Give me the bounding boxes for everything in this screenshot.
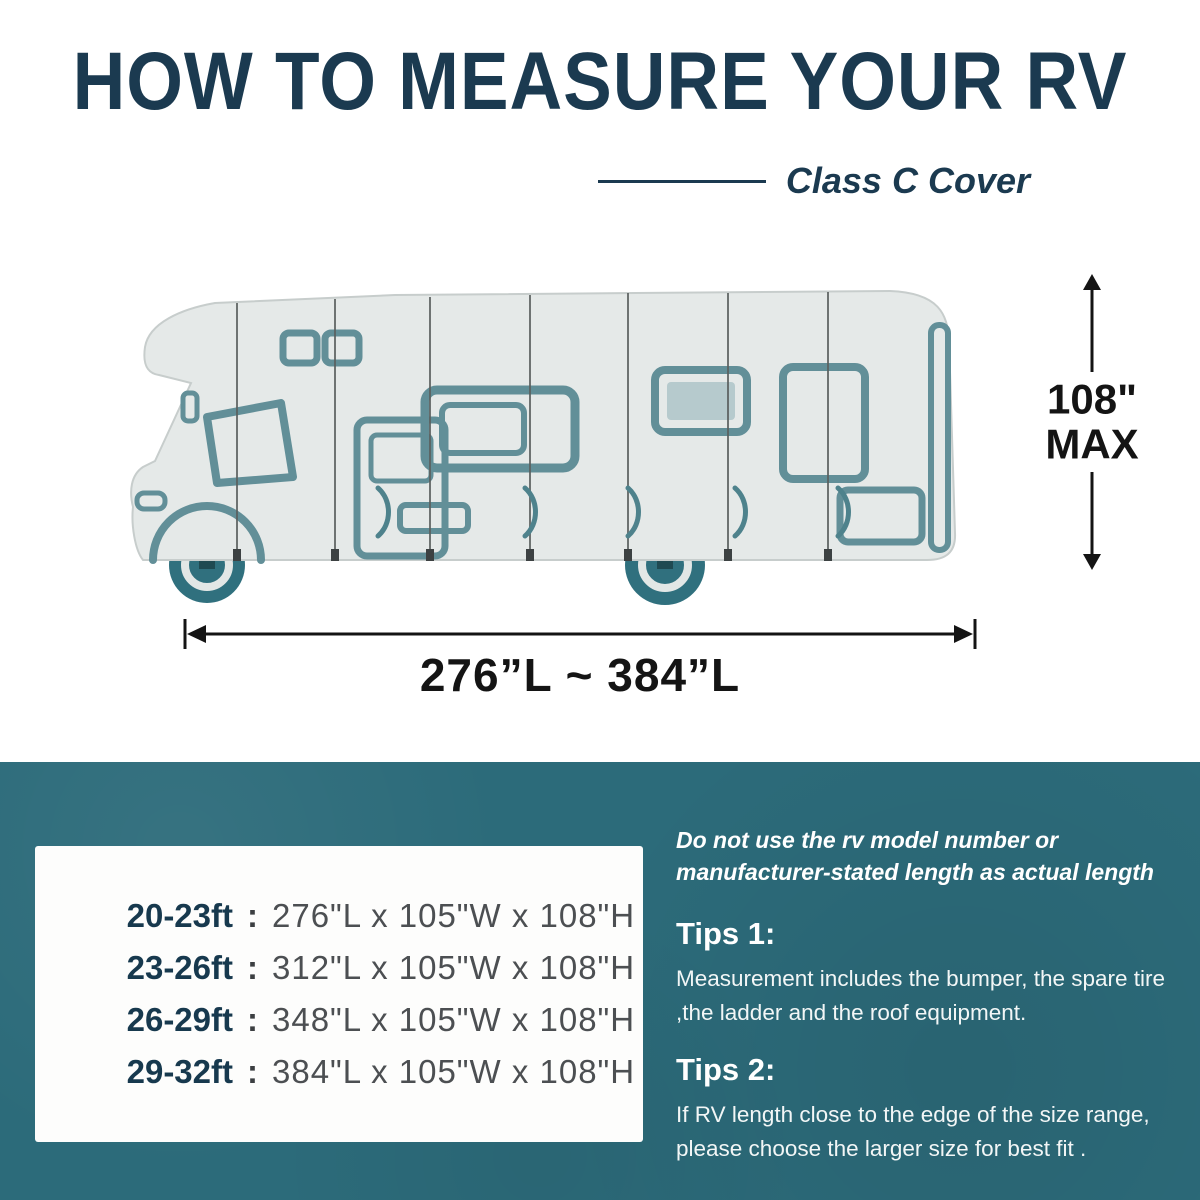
rv-cover-illustration: [130, 289, 957, 605]
subtitle-rule-line: [597, 179, 766, 183]
rear-compartment: [836, 486, 926, 546]
side-window-large-pane: [439, 402, 527, 456]
length-arrow-graphic: [183, 619, 977, 649]
size-row: 26-29ft : 348"L x 105"W x 108"H: [83, 1001, 643, 1039]
subtitle-row: Class C Cover: [597, 160, 1030, 202]
seam-buckles: [233, 549, 832, 561]
size-range-label: 26-29ft: [126, 1001, 233, 1038]
size-row: 29-32ft : 384"L x 105"W x 108"H: [83, 1053, 643, 1091]
side-window-large: [420, 385, 580, 473]
size-card: 20-23ft : 276"L x 105"W x 108"H 23-26ft …: [35, 846, 643, 1142]
size-colon: :: [247, 1001, 258, 1038]
height-label: 108" MAX: [1032, 375, 1152, 468]
side-mirror: [180, 390, 200, 424]
tip1-title: Tips 1:: [676, 916, 776, 952]
headlight: [134, 490, 168, 512]
size-range-label: 29-32ft: [126, 1053, 233, 1090]
tips-column: Do not use the rv model number or manufa…: [676, 824, 1168, 1165]
utility-box: [397, 502, 471, 534]
length-arrow: [180, 616, 980, 652]
cabover-window-right: [321, 329, 363, 367]
size-row: 23-26ft : 312"L x 105"W x 108"H: [83, 949, 643, 987]
height-arrow: 108" MAX: [1032, 272, 1152, 572]
tips-warning: Do not use the rv model number or manufa…: [676, 827, 1154, 886]
size-range-label: 23-26ft: [126, 949, 233, 986]
cab-window: [203, 399, 297, 487]
size-colon: :: [247, 897, 258, 934]
height-label-max: MAX: [1045, 421, 1139, 468]
size-dims-label: 348"L x 105"W x 108"H: [272, 1001, 636, 1038]
page-title: HOW TO MEASURE YOUR RV: [72, 35, 1128, 128]
rv-diagram: [95, 255, 985, 605]
size-dims-label: 384"L x 105"W x 108"H: [272, 1053, 636, 1090]
rear-window: [651, 366, 751, 436]
tip2-title: Tips 2:: [676, 1051, 776, 1087]
bottom-section: 20-23ft : 276"L x 105"W x 108"H 23-26ft …: [0, 762, 1200, 1200]
rear-panel: [779, 363, 869, 483]
subtitle: Class C Cover: [785, 160, 1030, 201]
tip2-body: If RV length close to the edge of the si…: [676, 1101, 1150, 1161]
rear-window-pane: [667, 382, 735, 420]
tip1-body: Measurement includes the bumper, the spa…: [676, 966, 1166, 1026]
size-range-label: 20-23ft: [126, 897, 233, 934]
height-label-value: 108": [1047, 375, 1137, 423]
size-row: 20-23ft : 276"L x 105"W x 108"H: [83, 897, 643, 935]
cab-door: [353, 416, 449, 560]
size-dims-label: 276"L x 105"W x 108"H: [272, 897, 636, 934]
size-colon: :: [247, 949, 258, 986]
cabover-window-left: [279, 329, 321, 367]
front-wheel-arch: [149, 502, 265, 564]
length-label: 276”L ~ 384”L: [419, 649, 741, 701]
cover-seams: [236, 292, 829, 558]
cover-body: [130, 289, 957, 561]
height-arrow-graphic: [1083, 274, 1101, 570]
size-dims-label: 312"L x 105"W x 108"H: [272, 949, 636, 986]
strap-hooks: [375, 485, 851, 539]
size-colon: :: [247, 1053, 258, 1090]
rear-ladder: [928, 322, 951, 553]
